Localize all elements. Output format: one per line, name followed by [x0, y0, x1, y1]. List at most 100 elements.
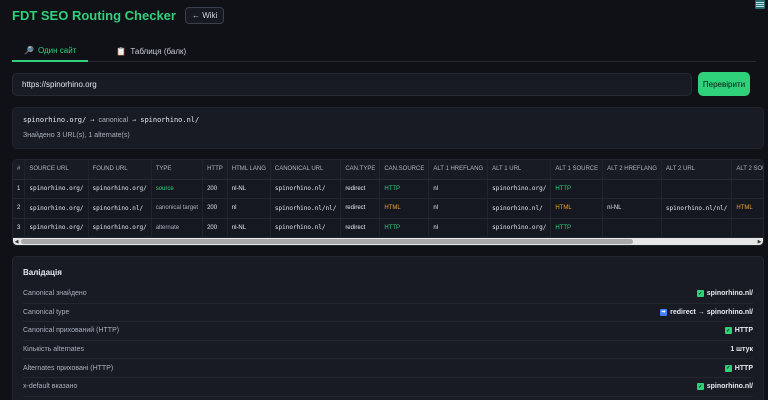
table-cell: HTML: [379, 198, 430, 219]
summary-panel: spinorhino.org/ → canonical → spinorhino…: [12, 107, 764, 149]
table-cell: redirect: [340, 179, 381, 199]
table-header: # SOURCE URL FOUND URL TYPE HTTP HTML LANG CAN…: [13, 160, 763, 180]
table-cell: nl-NL: [227, 179, 271, 199]
horizontal-scrollbar[interactable]: ◀ ▶: [13, 238, 763, 245]
table-cell: 1: [13, 179, 26, 199]
column-header: ALT 2 SOURCE: [731, 160, 763, 180]
chain-source: spinorhino.org/: [23, 116, 87, 124]
table-cell: HTTP: [550, 179, 604, 199]
validation-label: x-default вказано: [23, 383, 78, 391]
table-cell: [602, 218, 662, 238]
table-cell: spinorhino.org/: [24, 179, 89, 199]
check-icon: ✓: [724, 364, 732, 372]
table-cell: source: [151, 179, 204, 199]
table-cell: 2: [13, 198, 26, 219]
table-cell: spinorhino.nl/: [88, 198, 152, 219]
tab-single-site[interactable]: 🔎 Один сайт: [12, 40, 89, 62]
validation-label: Canonical знайдено: [23, 290, 87, 298]
validation-value-text: HTTP: [734, 327, 753, 335]
column-header: #: [13, 160, 26, 180]
column-header: ALT 1 HREFLANG: [428, 160, 489, 180]
check-icon: ✓: [696, 290, 704, 298]
validation-value: ✓ HTTP: [724, 327, 753, 335]
table-row: 1 spinorhino.org/spinorhino.org/source 200…: [13, 179, 763, 199]
table-cell: spinorhino.nl/nl/: [270, 198, 342, 219]
validation-row: Кількість alternates 1 штук: [23, 341, 753, 360]
validation-value-text: 1 штук: [730, 346, 753, 354]
validation-label: Canonical прихований (HTTP): [23, 327, 120, 335]
table-cell: nl: [227, 198, 271, 219]
validation-value: ✓ spinorhino.nl/: [696, 290, 753, 298]
table-cell: spinorhino.nl/: [487, 198, 552, 219]
validation-value: 1 штук: [730, 346, 753, 353]
tab-bulk-table[interactable]: 📋 Таблиця (балк): [104, 40, 198, 62]
validation-row: Alternates приховані (HTTP) ✓ HTTP: [23, 359, 753, 378]
found-count: Знайдено 3 URL(s), 1 alternate(s): [23, 132, 130, 139]
table-cell: nl-NL: [602, 198, 662, 219]
table-row: 3 spinorhino.org/spinorhino.org/alternate…: [13, 218, 763, 238]
results-grid: # SOURCE URL FOUND URL TYPE HTTP HTML LANG CAN…: [13, 160, 763, 238]
column-header: SOURCE URL: [24, 160, 89, 180]
validation-panel: Валідація Canonical знайдено ✓ spinorhino.…: [12, 256, 764, 400]
table-cell: nl: [428, 179, 489, 199]
url-input[interactable]: [12, 73, 692, 96]
validation-value-text: HTTP: [734, 364, 753, 372]
validation-row: Canonical type ➡ redirect → spinorhino.nl/: [23, 304, 753, 323]
tab-label: Один сайт: [37, 45, 77, 55]
table-cell: 200: [202, 218, 228, 238]
wiki-button[interactable]: ← Wiki: [184, 6, 225, 24]
validation-value: ✓ spinorhino.nl/: [696, 383, 753, 391]
results-table: # SOURCE URL FOUND URL TYPE HTTP HTML LANG CAN…: [12, 159, 764, 246]
validation-row: Canonical знайдено ✓ spinorhino.nl/: [23, 285, 753, 304]
table-cell: spinorhino.nl/: [270, 218, 342, 238]
validation-list: Canonical знайдено ✓ spinorhino.nl/Canonic…: [23, 285, 753, 397]
table-cell: redirect: [340, 218, 381, 238]
validation-row: Canonical прихований (HTTP) ✓ HTTP: [23, 322, 753, 341]
table-cell: canonical target: [151, 198, 204, 219]
validation-row: x-default вказано ✓ spinorhino.nl/: [23, 378, 753, 397]
table-cell: alternate: [151, 218, 204, 238]
table-cell: [602, 179, 662, 199]
table-cell: spinorhino.org/: [88, 218, 152, 238]
arrow-right-icon: →: [90, 116, 95, 124]
column-header: ALT 2 HREFLANG: [602, 160, 662, 180]
table-cell: spinorhino.org/: [487, 179, 552, 199]
validation-value: ➡ redirect → spinorhino.nl/: [660, 308, 753, 316]
mode-tabs: 🔎 Один сайт 📋 Таблиця (балк): [12, 40, 756, 62]
table-cell: [731, 179, 763, 199]
column-header: ALT 2 URL: [661, 160, 733, 180]
check-icon: ✓: [724, 327, 732, 335]
column-header: ALT 1 SOURCE: [550, 160, 604, 180]
table-cell: [661, 218, 733, 238]
scrollbar-thumb[interactable]: [21, 239, 633, 244]
table-cell: spinorhino.org/: [24, 218, 89, 238]
arrow-right-icon: →: [132, 116, 137, 124]
table-cell: nl: [428, 218, 489, 238]
table-cell: spinorhino.org/: [487, 218, 552, 238]
check-button[interactable]: Перевірити: [698, 72, 750, 96]
column-header: TYPE: [151, 160, 204, 180]
column-header: ALT 1 URL: [487, 160, 552, 180]
column-header: CAN.TYPE: [340, 160, 381, 180]
scroll-left-icon[interactable]: ◀: [14, 238, 19, 245]
scroll-right-icon[interactable]: ▶: [757, 238, 762, 245]
redirect-chain: spinorhino.org/ → canonical → spinorhino…: [23, 116, 753, 124]
menu-icon[interactable]: [755, 0, 765, 9]
table-cell: spinorhino.org/: [88, 179, 152, 199]
check-icon: ✓: [696, 383, 704, 391]
table-cell: nl: [428, 198, 489, 219]
table-cell: 200: [202, 179, 228, 199]
column-header: HTML LANG: [227, 160, 271, 180]
table-cell: HTTP: [550, 218, 604, 238]
table-cell: 200: [202, 198, 228, 219]
validation-value-text: spinorhino.nl/: [706, 290, 753, 298]
table-cell: spinorhino.nl/nl/: [661, 198, 733, 219]
clipboard-icon: 📋: [116, 46, 127, 56]
column-header: CANONICAL URL: [270, 160, 342, 180]
search-icon: 🔎: [24, 45, 34, 55]
validation-value-text: redirect → spinorhino.nl/: [670, 308, 753, 316]
table-cell: [661, 179, 733, 199]
validation-label: Кількість alternates: [23, 346, 85, 354]
table-row: 2 spinorhino.org/spinorhino.nl/canonical …: [13, 198, 763, 219]
chain-via: canonical: [98, 116, 129, 124]
